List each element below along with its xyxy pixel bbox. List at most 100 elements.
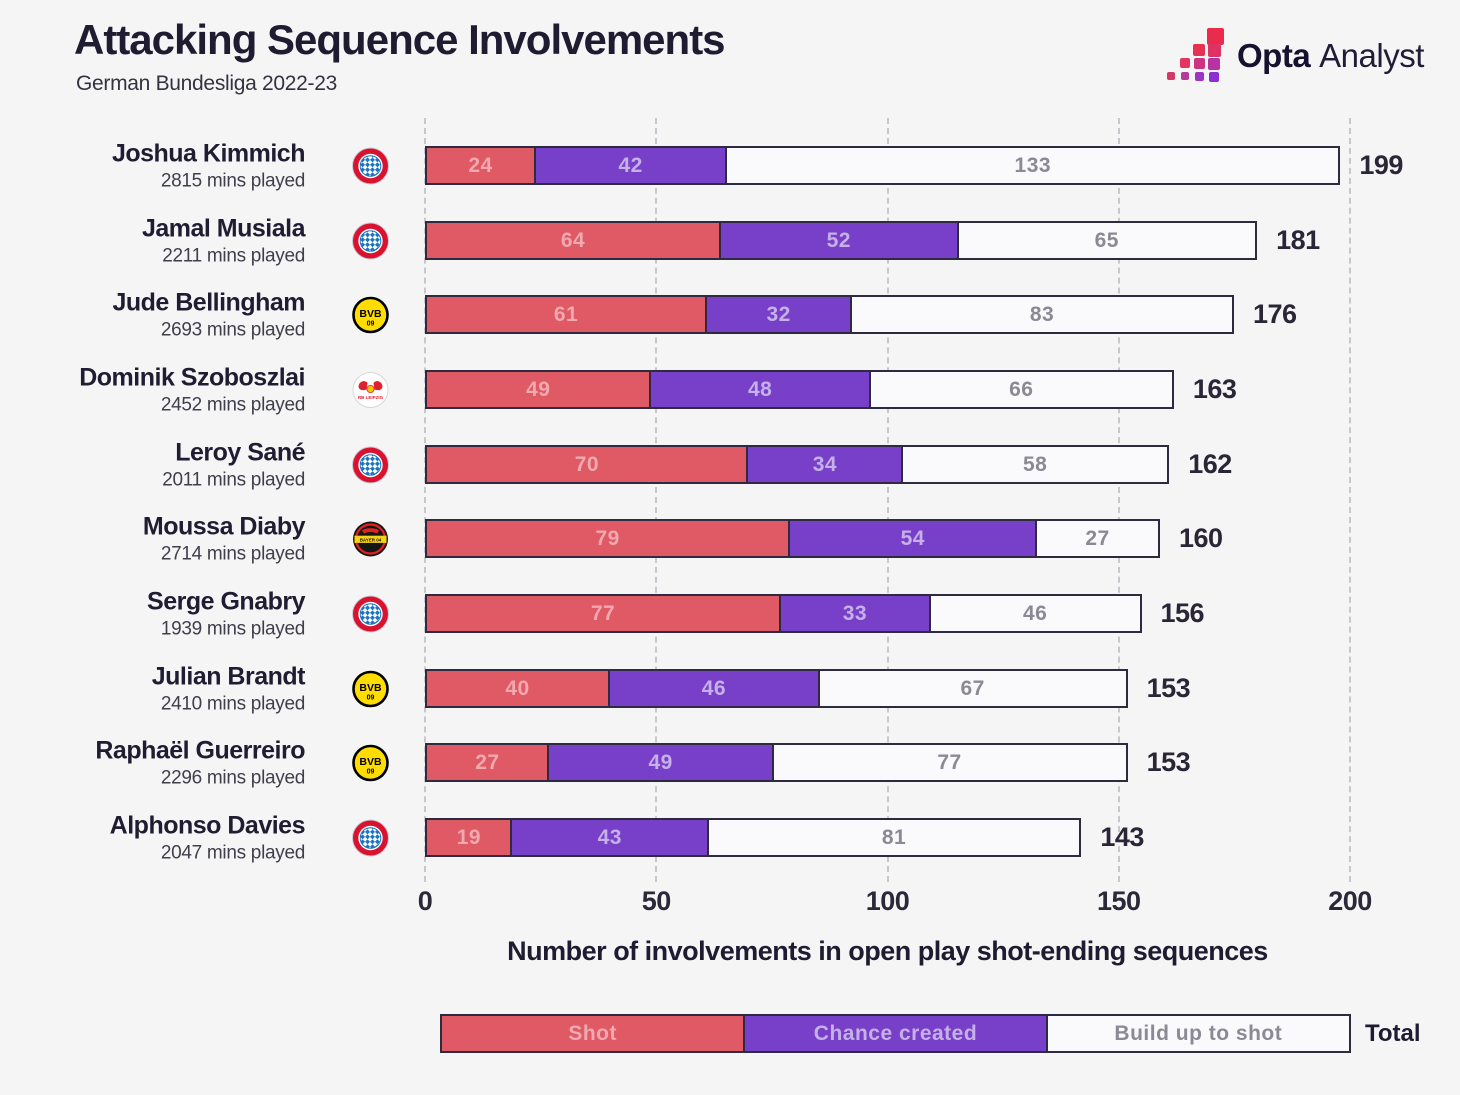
player-label: Serge Gnabry 1939 mins played [0, 587, 305, 640]
stacked-bar: 27 49 77 [425, 743, 1128, 782]
page-subtitle: German Bundesliga 2022-23 [76, 72, 338, 95]
segment-build-up-to-shot: 46 [928, 594, 1142, 633]
segment-chance-created: 32 [704, 295, 853, 334]
segment-shot: 61 [425, 295, 708, 334]
player-label: Raphaël Guerreiro 2296 mins played [0, 736, 305, 789]
player-label: Leroy Sané 2011 mins played [0, 438, 305, 491]
segment-shot: 19 [425, 818, 513, 857]
svg-text:BVB: BVB [359, 682, 382, 694]
legend-item-build-up-to-shot: Build up to shot [1045, 1014, 1351, 1053]
player-name: Joshua Kimmich [111, 139, 306, 167]
player-name: Moussa Diaby [142, 512, 306, 540]
opta-analyst-wordmark: Opta Analyst [1237, 37, 1424, 75]
x-tick-label: 0 [417, 886, 433, 916]
stacked-bar: 49 48 66 [425, 370, 1174, 409]
bayern-munich-badge [352, 147, 389, 184]
stacked-bar: 79 54 27 [425, 519, 1160, 558]
segment-shot: 40 [425, 669, 610, 708]
page-title: Attacking Sequence Involvements [74, 16, 726, 63]
svg-text:BAYER 04: BAYER 04 [360, 537, 382, 542]
svg-text:09: 09 [367, 694, 375, 701]
svg-text:BVB: BVB [359, 308, 382, 320]
segment-build-up-to-shot: 67 [817, 669, 1128, 708]
total-value: 153 [1146, 747, 1191, 777]
player-row: Dominik Szoboszlai 2452 mins played RB LE… [0, 363, 1460, 415]
segment-shot: 49 [425, 370, 652, 409]
total-value: 153 [1146, 673, 1191, 703]
player-row: Serge Gnabry 1939 mins played 77 33 46 156 [0, 587, 1460, 639]
segment-shot: 77 [425, 594, 782, 633]
stacked-bar: 19 43 81 [425, 818, 1082, 857]
stacked-bar: 24 42 133 [425, 146, 1341, 185]
player-minutes: 2815 mins played [160, 170, 305, 191]
player-minutes: 2211 mins played [162, 245, 305, 266]
legend-item-chance-created: Chance created [742, 1014, 1049, 1053]
legend-item-shot: Shot [440, 1014, 746, 1053]
bayer-leverkusen-badge: BAYER 04 [352, 520, 389, 557]
player-minutes: 2011 mins played [162, 469, 305, 490]
bayern-munich-badge [352, 222, 389, 259]
segment-shot: 79 [425, 519, 791, 558]
x-axis-title: Number of involvements in open play shot… [507, 936, 1268, 966]
player-row: Jamal Musiala 2211 mins played 64 52 65 181 [0, 214, 1460, 266]
segment-chance-created: 43 [510, 818, 710, 857]
stacked-bar: 40 46 67 [425, 669, 1128, 708]
player-label: Joshua Kimmich 2815 mins played [0, 139, 306, 192]
segment-build-up-to-shot: 83 [850, 295, 1234, 334]
gridline-50 [655, 118, 658, 882]
gridline-100 [886, 118, 889, 882]
player-row: Jude Bellingham 2693 mins played BVB 09 6… [0, 288, 1460, 340]
player-row: Julian Brandt 2410 mins played BVB 09 40 4… [0, 662, 1460, 714]
segment-chance-created: 54 [787, 519, 1038, 558]
player-row: Alphonso Davies 2047 mins played 19 43 81 14… [0, 811, 1460, 863]
stacked-bar: 64 52 65 [425, 221, 1258, 260]
total-value: 176 [1253, 299, 1297, 329]
gridline-0 [424, 118, 426, 882]
rb-leipzig-badge: RB LEIPZIG [352, 371, 389, 408]
player-label: Alphonso Davies 2047 mins played [0, 811, 306, 864]
legend: Shot Chance created Build up to shot [440, 1014, 1351, 1053]
x-tick-label: 50 [641, 886, 672, 916]
borussia-dortmund-badge: BVB 09 [352, 744, 389, 781]
segment-build-up-to-shot: 65 [956, 221, 1258, 260]
player-label: Jude Bellingham 2693 mins played [0, 288, 305, 341]
svg-text:09: 09 [367, 768, 375, 775]
player-name: Serge Gnabry [147, 587, 305, 615]
player-label: Jamal Musiala 2211 mins played [0, 214, 306, 267]
brand-analyst: Analyst [1319, 37, 1424, 74]
player-name: Julian Brandt [151, 662, 306, 690]
player-name: Dominik Szoboszlai [79, 363, 305, 391]
brand-opta: Opta [1237, 37, 1311, 74]
segment-shot: 24 [425, 146, 536, 185]
player-minutes: 2452 mins played [160, 394, 305, 415]
player-name: Raphaël Guerreiro [95, 736, 305, 764]
gridline-150 [1117, 118, 1120, 882]
player-minutes: 2714 mins played [160, 543, 305, 564]
segment-shot: 70 [425, 445, 749, 484]
stacked-bar: 61 32 83 [425, 295, 1234, 334]
segment-build-up-to-shot: 133 [725, 146, 1341, 185]
player-name: Jamal Musiala [141, 214, 306, 242]
player-row: Moussa Diaby 2714 mins played BAYER 04 79… [0, 512, 1460, 564]
player-row: Joshua Kimmich 2815 mins played 24 42 133 19… [0, 139, 1460, 191]
borussia-dortmund-badge: BVB 09 [352, 670, 389, 707]
total-value: 199 [1359, 150, 1403, 180]
svg-text:BVB: BVB [359, 756, 382, 768]
player-minutes: 2410 mins played [160, 693, 305, 714]
total-value: 143 [1100, 822, 1144, 852]
bayern-munich-badge [352, 819, 389, 856]
svg-text:RB LEIPZIG: RB LEIPZIG [358, 395, 384, 400]
segment-chance-created: 49 [547, 743, 774, 782]
total-value: 156 [1160, 598, 1205, 628]
segment-build-up-to-shot: 66 [868, 370, 1174, 409]
player-minutes: 1939 mins played [160, 618, 305, 639]
player-label: Dominik Szoboszlai 2452 mins played [0, 363, 305, 416]
segment-build-up-to-shot: 81 [706, 818, 1082, 857]
bayern-munich-badge [352, 595, 389, 632]
legend-total-label: Total [1365, 1020, 1421, 1047]
total-value: 181 [1276, 225, 1320, 255]
segment-chance-created: 42 [533, 146, 728, 185]
total-value: 162 [1188, 449, 1232, 479]
segment-chance-created: 48 [649, 370, 872, 409]
